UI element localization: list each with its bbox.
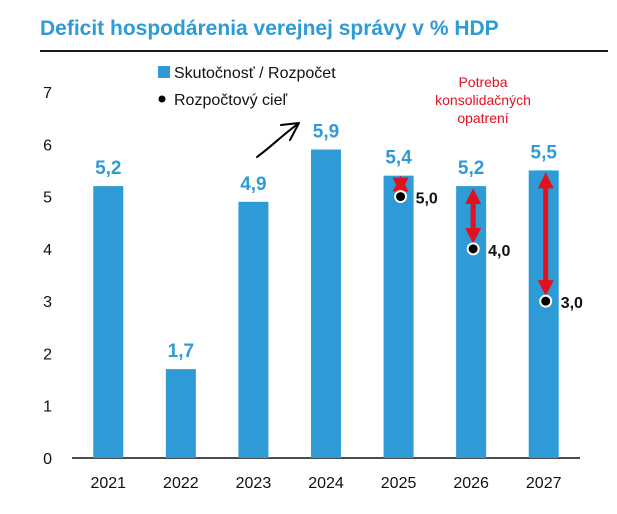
y-tick-label: 3: [43, 294, 52, 311]
y-tick-label: 6: [43, 137, 52, 154]
y-tick-label: 2: [43, 346, 52, 363]
bar-value-label: 5,5: [531, 142, 558, 163]
target-value-label: 5,0: [416, 191, 438, 208]
y-tick-label: 4: [43, 242, 52, 259]
x-tick-label: 2024: [308, 475, 344, 492]
target-value-label: 3,0: [561, 295, 583, 312]
bar-2022: [165, 369, 196, 458]
bar-value-label: 5,2: [95, 158, 121, 179]
bar-2023: [238, 201, 269, 459]
y-tick-label: 1: [43, 399, 52, 416]
x-tick-label: 2027: [526, 475, 562, 492]
chart-title: Deficit hospodárenia verejnej správy v %…: [40, 17, 499, 40]
bar-value-label: 4,9: [240, 174, 266, 195]
x-tick-label: 2022: [163, 475, 199, 492]
consolidation-note: konsolidačných: [435, 92, 531, 108]
x-tick-label: 2025: [381, 475, 417, 492]
handdrawn-arrow: [256, 122, 300, 158]
legend-label-target: Rozpočtový cieľ: [174, 92, 287, 109]
bar-value-label: 1,7: [168, 341, 194, 362]
legend-swatch-actual: [158, 66, 170, 78]
budget-target-point: [394, 190, 408, 204]
target-value-label: 4,0: [488, 243, 510, 260]
y-tick-label: 0: [43, 451, 52, 468]
legend-marker-target: [158, 95, 166, 103]
y-tick-label: 7: [43, 85, 52, 102]
bar-value-label: 5,9: [313, 122, 339, 143]
bar-2025: [383, 175, 414, 458]
bar-value-label: 5,4: [385, 148, 412, 169]
budget-target-point: [539, 294, 553, 308]
x-tick-label: 2021: [90, 475, 126, 492]
consolidation-note: Potreba: [458, 74, 507, 90]
y-tick-label: 5: [43, 190, 52, 207]
bar-value-label: 5,2: [458, 158, 484, 179]
bar-2021: [93, 186, 124, 458]
budget-target-point: [466, 242, 480, 256]
consolidation-note: opatrení: [457, 110, 508, 126]
legend-label-actual: Skutočnosť / Rozpočet: [174, 65, 336, 82]
x-tick-label: 2026: [453, 475, 489, 492]
bar-2024: [311, 149, 341, 458]
title-underline: [40, 50, 608, 52]
x-tick-label: 2023: [236, 475, 272, 492]
